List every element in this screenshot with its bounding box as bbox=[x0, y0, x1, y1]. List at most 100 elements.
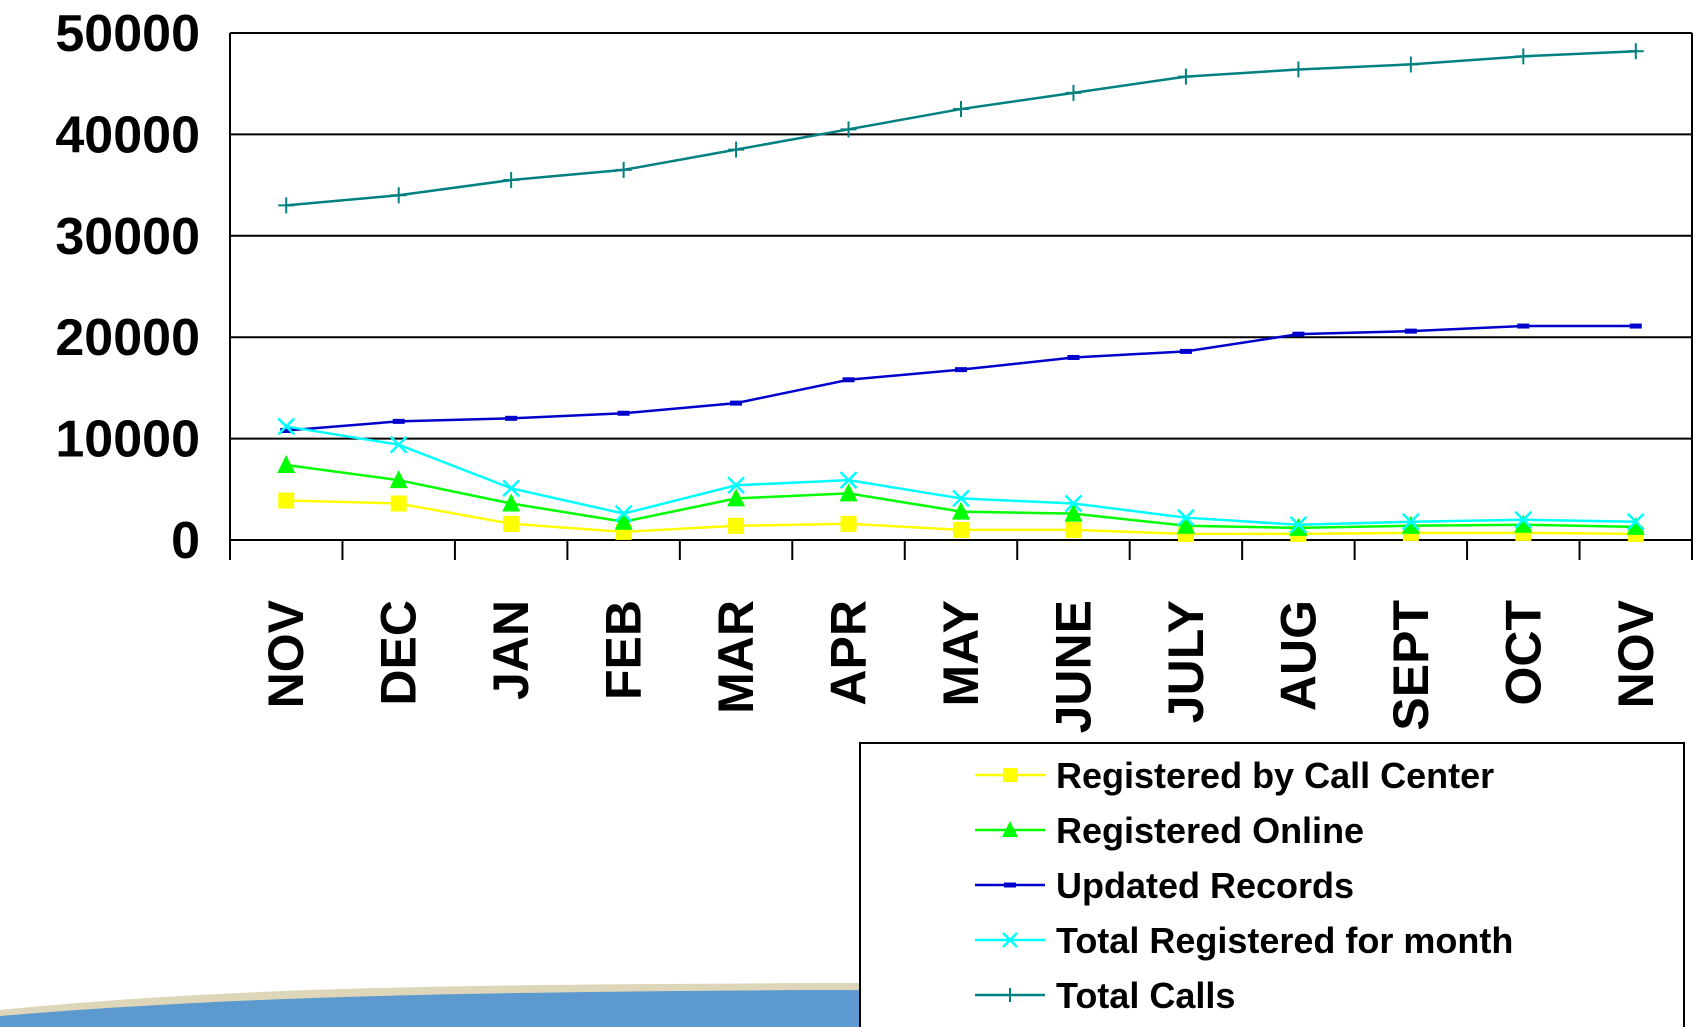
x-marker-stroke bbox=[1514, 510, 1533, 529]
data-point-dash bbox=[1292, 331, 1305, 337]
legend: Registered by Call Center Registered Onli… bbox=[859, 742, 1685, 1027]
x-tick-label: APR bbox=[821, 600, 877, 706]
x-tick-label: SEPT bbox=[1383, 600, 1439, 731]
data-point-x bbox=[277, 417, 296, 436]
data-point-plus bbox=[1177, 68, 1194, 85]
data-point-triangle bbox=[389, 470, 408, 489]
data-point-dash bbox=[842, 377, 855, 383]
x-tick-label: JAN bbox=[483, 600, 539, 700]
y-tick-label: 50000 bbox=[55, 5, 200, 63]
series-4 bbox=[278, 43, 1644, 214]
data-point-plus bbox=[390, 187, 407, 204]
data-point-x bbox=[502, 479, 521, 498]
data-point-square bbox=[390, 495, 407, 512]
data-point-dash bbox=[505, 415, 518, 421]
legend-item: Updated Records bbox=[975, 865, 1354, 906]
legend-label: Updated Records bbox=[1056, 865, 1354, 906]
x-marker-stroke bbox=[389, 435, 408, 454]
series-line bbox=[286, 50, 1636, 207]
y-tick-label: 20000 bbox=[55, 309, 200, 367]
series-line bbox=[286, 324, 1636, 432]
data-point-triangle bbox=[614, 511, 633, 530]
x-marker-stroke bbox=[1626, 512, 1645, 531]
y-tick-label: 10000 bbox=[55, 411, 200, 469]
x-marker-stroke bbox=[1064, 494, 1083, 513]
data-point-dash bbox=[1004, 882, 1016, 888]
axes: 0 10000 20000 30000 40000 50000 NOV DEC JAN FEB MA… bbox=[55, 5, 1693, 733]
data-point-triangle bbox=[502, 493, 521, 512]
x-marker-stroke bbox=[277, 417, 296, 436]
data-point-dash bbox=[617, 410, 630, 416]
data-point-square bbox=[503, 515, 520, 532]
x-marker-stroke bbox=[502, 479, 521, 498]
legend-item: Total Registered for month bbox=[975, 920, 1513, 961]
data-point-x bbox=[1002, 932, 1018, 948]
x-tick-label: FEB bbox=[596, 600, 652, 700]
x-tick-label: JULY bbox=[1158, 600, 1214, 723]
x-marker-stroke bbox=[1401, 512, 1420, 531]
data-point-plus bbox=[1515, 48, 1532, 65]
data-point-triangle bbox=[1002, 821, 1018, 837]
legend-label: Total Registered for month bbox=[1056, 920, 1513, 961]
legend-item: Registered by Call Center bbox=[975, 755, 1494, 796]
data-point-square bbox=[1003, 768, 1017, 782]
x-marker-stroke bbox=[727, 476, 745, 495]
x-tick-label: JUNE bbox=[1045, 600, 1101, 733]
data-point-x bbox=[1064, 494, 1083, 513]
data-point-plus bbox=[278, 197, 295, 214]
x-marker-stroke bbox=[1002, 932, 1018, 948]
data-point-plus bbox=[615, 161, 632, 178]
x-tick-label: MAY bbox=[933, 600, 989, 707]
data-point-dash bbox=[392, 418, 405, 424]
data-point-dash bbox=[730, 400, 743, 406]
y-tick-label: 40000 bbox=[55, 106, 200, 164]
x-marker-stroke bbox=[952, 489, 970, 508]
data-point-dash bbox=[1179, 348, 1192, 354]
data-point-plus bbox=[1290, 61, 1307, 78]
data-point-square bbox=[840, 515, 857, 532]
data-point-triangle bbox=[727, 488, 746, 507]
data-point-x bbox=[1514, 510, 1533, 529]
data-point-dash bbox=[1517, 323, 1530, 329]
data-point-x bbox=[389, 435, 408, 454]
x-tick-label: MAR bbox=[708, 600, 764, 714]
data-point-triangle bbox=[1064, 503, 1083, 522]
data-point-square bbox=[1065, 521, 1082, 538]
x-tick-label: OCT bbox=[1495, 600, 1551, 706]
data-point-plus bbox=[1003, 988, 1017, 1002]
data-point-plus bbox=[1065, 84, 1082, 101]
data-point-x bbox=[1626, 512, 1645, 531]
data-point-x bbox=[952, 489, 970, 508]
data-point-plus bbox=[1402, 56, 1419, 73]
data-point-plus bbox=[503, 172, 520, 189]
x-marker-stroke bbox=[1289, 515, 1308, 534]
legend-label: Registered by Call Center bbox=[1056, 755, 1494, 796]
y-tick-label: 0 bbox=[171, 512, 200, 570]
data-point-triangle bbox=[277, 454, 296, 473]
data-point-triangle bbox=[839, 483, 858, 502]
data-point-x bbox=[1401, 512, 1420, 531]
data-point-plus bbox=[840, 121, 857, 138]
x-tick-label: NOV bbox=[258, 599, 314, 708]
data-point-x bbox=[1177, 508, 1195, 527]
legend-item: Registered Online bbox=[975, 810, 1364, 851]
legend-label: Total Calls bbox=[1056, 975, 1235, 1016]
y-tick-label: 30000 bbox=[55, 208, 200, 266]
x-tick-label: NOV bbox=[1608, 599, 1664, 708]
grid-lines bbox=[230, 32, 1692, 440]
data-point-x bbox=[727, 476, 745, 495]
data-point-triangle bbox=[1176, 515, 1195, 534]
data-point-dash bbox=[280, 427, 293, 433]
data-point-dash bbox=[1629, 323, 1642, 329]
data-point-square bbox=[278, 492, 295, 509]
data-point-x bbox=[839, 471, 858, 490]
data-point-square bbox=[953, 521, 969, 538]
x-tick-label: DEC bbox=[371, 600, 427, 706]
data-point-triangle bbox=[1401, 515, 1420, 534]
x-marker-stroke bbox=[614, 504, 633, 523]
data-point-plus bbox=[953, 101, 969, 118]
data-point-dash bbox=[955, 367, 967, 373]
x-marker-stroke bbox=[1177, 508, 1195, 527]
